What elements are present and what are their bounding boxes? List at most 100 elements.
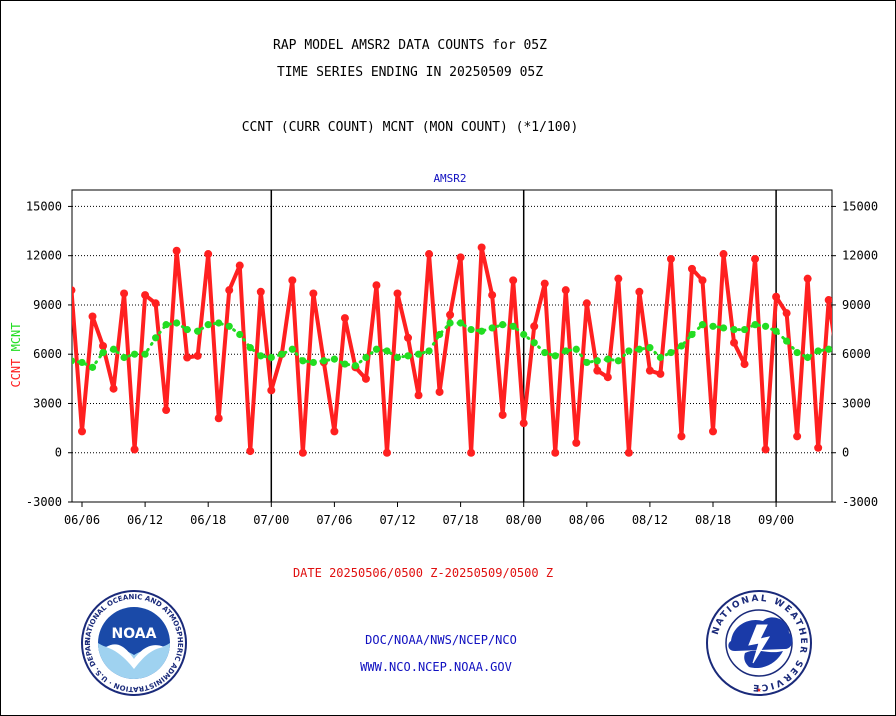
axis-layer <box>68 189 836 507</box>
data-point-mcnt <box>246 344 254 352</box>
ytick-label-right: 6000 <box>842 347 871 361</box>
data-point-ccnt <box>509 276 518 285</box>
data-point-mcnt <box>520 330 528 339</box>
xtick-label: 07/12 <box>379 513 415 527</box>
data-point-ccnt <box>435 387 444 396</box>
data-point-mcnt <box>162 321 170 329</box>
xtick-label: 07/00 <box>253 513 289 527</box>
data-point-mcnt <box>562 347 570 355</box>
data-point-mcnt <box>751 321 759 329</box>
xtick-label: 07/18 <box>443 513 479 527</box>
xtick-label: 08/00 <box>506 513 542 527</box>
data-point-ccnt <box>488 291 497 300</box>
chart-svg: 15000 15000 12000 12000 9000 9000 6000 6000 3000… <box>9 189 878 527</box>
data-point-mcnt <box>551 352 559 360</box>
xtick-label: 06/12 <box>127 513 163 527</box>
ytick-label-left: -3000 <box>26 495 62 509</box>
data-point-mcnt <box>351 362 360 370</box>
data-point-ccnt <box>519 419 528 428</box>
data-point-mcnt <box>425 347 433 355</box>
data-point-ccnt <box>225 286 234 295</box>
data-point-mcnt <box>656 353 665 362</box>
chart-title-line1: RAP MODEL AMSR2 DATA COUNTS for 05Z <box>273 38 547 53</box>
noaa-logo-wordmark: NOAA <box>112 626 157 642</box>
chart-title-line2: TIME SERIES ENDING IN 20250509 05Z <box>276 65 544 80</box>
data-point-ccnt <box>793 432 802 441</box>
plot-border <box>71 189 833 503</box>
data-point-ccnt <box>698 276 707 285</box>
data-point-mcnt <box>635 345 643 353</box>
data-point-mcnt <box>152 334 160 342</box>
data-point-ccnt <box>404 333 413 342</box>
y-axis-label: CCNT MCNT <box>9 322 23 387</box>
data-point-ccnt <box>88 312 97 321</box>
data-point-ccnt <box>593 366 602 375</box>
data-point-ccnt <box>772 292 781 301</box>
xtick-label: 07/06 <box>316 513 352 527</box>
data-point-ccnt <box>561 286 570 295</box>
data-point-ccnt <box>340 314 349 323</box>
data-point-ccnt <box>498 410 507 419</box>
data-point-ccnt <box>824 296 832 305</box>
data-point-mcnt <box>457 319 465 327</box>
data-point-mcnt <box>572 345 580 353</box>
data-point-mcnt <box>278 350 286 358</box>
y-axis-label-mcnt: MCNT <box>9 322 23 351</box>
data-point-ccnt <box>309 289 318 298</box>
data-point-mcnt <box>541 348 549 357</box>
label-layer: 15000 15000 12000 12000 9000 9000 6000 6000 3000… <box>9 199 878 527</box>
data-point-ccnt <box>372 281 381 290</box>
data-point-ccnt <box>130 445 139 454</box>
data-point-mcnt <box>804 353 812 362</box>
svg-text:★: ★ <box>757 685 762 694</box>
data-point-ccnt <box>393 289 402 298</box>
data-point-ccnt <box>803 274 812 283</box>
series-ccnt <box>72 243 832 457</box>
data-point-mcnt <box>309 358 317 367</box>
data-point-mcnt <box>730 325 738 334</box>
data-point-mcnt <box>72 357 76 365</box>
ytick-label-right: 12000 <box>842 249 878 263</box>
xtick-label: 08/12 <box>632 513 668 527</box>
data-point-mcnt <box>698 321 707 329</box>
data-point-ccnt <box>540 279 549 288</box>
data-point-mcnt <box>383 347 391 355</box>
data-point-ccnt <box>687 264 696 273</box>
data-point-mcnt <box>299 357 307 365</box>
data-point-mcnt <box>109 345 118 353</box>
series-mcnt <box>72 319 832 371</box>
series-line-ccnt <box>72 245 832 455</box>
nws-logo: NATIONAL WEATHER SERVICE ★ <box>706 590 812 696</box>
data-point-mcnt <box>793 348 801 357</box>
data-point-ccnt <box>719 250 728 259</box>
data-point-ccnt <box>235 261 244 270</box>
data-point-ccnt <box>298 448 307 457</box>
data-point-ccnt <box>614 274 623 283</box>
data-point-ccnt <box>414 391 423 400</box>
data-point-ccnt <box>78 427 86 436</box>
data-point-mcnt <box>225 322 233 330</box>
data-point-ccnt <box>582 299 591 308</box>
data-point-ccnt <box>645 366 654 375</box>
data-point-ccnt <box>288 276 297 285</box>
data-point-mcnt <box>625 347 633 355</box>
data-point-ccnt <box>172 246 181 255</box>
data-point-mcnt <box>130 350 139 358</box>
chart-subtitle: CCNT (CURR COUNT) MCNT (MON COUNT) (*1/1… <box>241 120 579 135</box>
data-point-mcnt <box>593 357 601 365</box>
data-point-ccnt <box>162 406 171 415</box>
data-point-mcnt <box>404 352 412 360</box>
data-point-mcnt <box>772 327 780 335</box>
data-point-ccnt <box>551 448 560 457</box>
data-point-mcnt <box>414 350 423 358</box>
data-point-ccnt <box>730 338 739 347</box>
date-range-label: DATE 20250506/0500 Z-20250509/0500 Z <box>292 566 554 580</box>
data-point-mcnt <box>236 330 244 339</box>
data-point-ccnt <box>151 299 160 308</box>
data-point-ccnt <box>761 445 770 454</box>
ytick-label-right: 3000 <box>842 396 871 410</box>
xtick-label: 09/00 <box>758 513 794 527</box>
data-point-mcnt <box>814 347 822 355</box>
data-point-ccnt <box>361 374 370 383</box>
data-point-mcnt <box>583 358 591 367</box>
